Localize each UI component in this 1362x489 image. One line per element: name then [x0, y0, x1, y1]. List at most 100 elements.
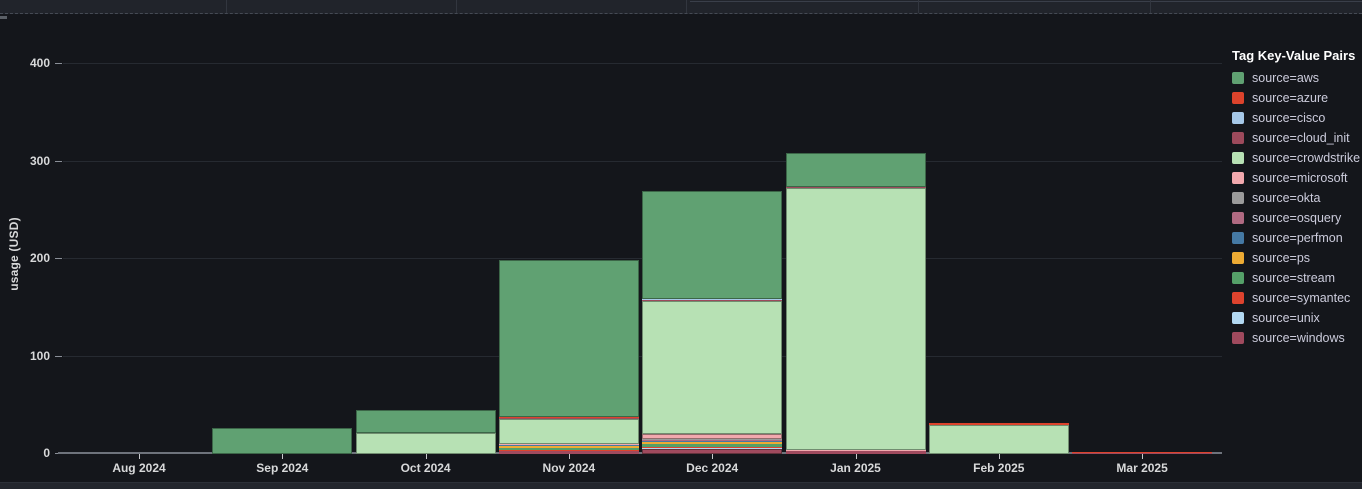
bar-segment-unix[interactable] [642, 448, 783, 450]
grid-column-divider [226, 0, 227, 13]
bar-segment-aws[interactable] [355, 410, 496, 433]
bar-segment-aws[interactable] [785, 152, 926, 187]
legend-swatch-icon [1232, 292, 1244, 304]
legend-item-crowdstrike[interactable]: source=crowdstrike [1232, 148, 1360, 168]
x-tick-label: Feb 2025 [973, 461, 1025, 475]
x-tick-label: Oct 2024 [400, 461, 451, 475]
grid-column-divider [918, 0, 919, 13]
legend-item-aws[interactable]: source=aws [1232, 68, 1360, 88]
bar-segment-symantec[interactable] [642, 446, 783, 449]
bar-segment-windows[interactable] [785, 451, 926, 454]
legend-item-ps[interactable]: source=ps [1232, 248, 1360, 268]
bar-segment-aws[interactable] [498, 260, 639, 418]
bar-sep-2024[interactable] [212, 427, 353, 454]
bar-segment-ps[interactable] [642, 442, 783, 445]
y-tick-label: 200 [29, 251, 50, 265]
bar-segment-windows[interactable] [498, 451, 639, 454]
bar-segment-perfmon[interactable] [642, 441, 783, 443]
legend-item-symantec[interactable]: source=symantec [1232, 288, 1360, 308]
legend-item-microsoft[interactable]: source=microsoft [1232, 168, 1360, 188]
bar-segment-stream[interactable] [642, 444, 783, 447]
x-tick-mark [998, 454, 1000, 459]
grid-column-divider [1150, 0, 1151, 13]
legend-swatch-icon [1232, 72, 1244, 84]
legend-item-label: source=stream [1252, 271, 1336, 285]
bar-segment-microsoft[interactable] [498, 443, 639, 445]
legend-item-windows[interactable]: source=windows [1232, 328, 1360, 348]
legend-item-label: source=windows [1252, 331, 1345, 345]
y-tick-label: 100 [29, 348, 50, 363]
legend-item-okta[interactable]: source=okta [1232, 188, 1360, 208]
bar-segment-crowdstrike[interactable] [355, 432, 496, 454]
bar-jan-2025[interactable] [785, 152, 926, 454]
legend-item-cisco[interactable]: source=cisco [1232, 108, 1360, 128]
legend-item-unix[interactable]: source=unix [1232, 308, 1360, 328]
bar-feb-2025[interactable] [928, 422, 1069, 454]
legend-swatch-icon [1232, 132, 1244, 144]
legend-item-azure[interactable]: source=azure [1232, 88, 1360, 108]
top-row-highlight [690, 1, 1362, 2]
gridline-y400 [63, 63, 1222, 64]
legend-item-label: source=aws [1252, 71, 1320, 85]
bar-segment-azure[interactable] [928, 422, 1069, 425]
bar-segment-microsoft[interactable] [642, 434, 783, 440]
legend-item-label: source=azure [1252, 91, 1329, 105]
legend-item-cloud_init[interactable]: source=cloud_init [1232, 128, 1360, 148]
bar-oct-2024[interactable] [355, 410, 496, 454]
bar-segment-crowdstrike[interactable] [928, 424, 1069, 454]
legend-swatch-icon [1232, 212, 1244, 224]
x-tick-mark [282, 454, 284, 459]
x-axis-line [58, 452, 1222, 454]
bar-segment-cloud_init[interactable] [642, 299, 783, 301]
x-tick-mark [712, 454, 714, 459]
legend-item-label: source=symantec [1252, 291, 1351, 305]
legend-item-osquery[interactable]: source=osquery [1232, 208, 1360, 228]
bar-segment-crowdstrike[interactable] [498, 418, 639, 444]
legend-item-list: source=aws source=azure source=cisco source… [1232, 68, 1360, 348]
bar-segment-okta[interactable] [642, 439, 783, 441]
legend-item-label: source=unix [1252, 311, 1320, 325]
bar-segment-aws[interactable] [212, 427, 353, 454]
legend-item-stream[interactable]: source=stream [1232, 268, 1360, 288]
legend-item-label: source=okta [1252, 191, 1321, 205]
bar-segment-windows[interactable] [642, 449, 783, 454]
bar-mar-2025[interactable] [1072, 452, 1213, 454]
bottom-row-strip [0, 482, 1362, 489]
x-tick-mark [425, 454, 427, 459]
bar-segment-azure[interactable] [642, 298, 783, 300]
legend-title: Tag Key-Value Pairs [1232, 48, 1356, 63]
y-tick-mark [55, 258, 62, 259]
bar-nov-2024[interactable] [498, 260, 639, 454]
y-tick-label: 400 [29, 56, 50, 70]
legend-item-label: source=osquery [1252, 211, 1342, 225]
bar-segment-crowdstrike[interactable] [642, 300, 783, 435]
y-tick-mark [55, 355, 62, 357]
y-tick-mark [55, 63, 62, 64]
bar-dec-2024[interactable] [642, 191, 783, 454]
bar-segment-ps[interactable] [498, 445, 639, 448]
x-tick-mark [139, 454, 140, 459]
legend-item-label: source=perfmon [1252, 231, 1343, 245]
bar-segment-windows[interactable] [1072, 453, 1213, 454]
bar-segment-aws[interactable] [642, 191, 783, 299]
legend-swatch-icon [1232, 112, 1244, 124]
x-tick-mark [855, 454, 857, 459]
bar-segment-osquery[interactable] [642, 440, 783, 442]
legend-swatch-icon [1232, 332, 1244, 344]
x-tick-mark [1142, 454, 1144, 459]
legend-item-perfmon[interactable]: source=perfmon [1232, 228, 1360, 248]
x-tick-label: Aug 2024 [112, 461, 166, 475]
legend-swatch-icon [1232, 172, 1244, 184]
bar-segment-stream[interactable] [498, 447, 639, 451]
gridline-y300 [63, 160, 1222, 162]
legend-swatch-icon [1232, 312, 1244, 324]
y-tick-label: 300 [29, 153, 50, 168]
bar-segment-symantec[interactable] [498, 450, 639, 452]
x-tick-label: Nov 2024 [542, 461, 596, 475]
bar-segment-crowdstrike[interactable] [785, 187, 926, 451]
grid-column-divider [686, 0, 687, 13]
legend-swatch-icon [1232, 252, 1244, 264]
x-tick-mark [568, 454, 570, 459]
bar-segment-microsoft[interactable] [785, 450, 926, 452]
x-tick-label: Dec 2024 [686, 461, 739, 475]
